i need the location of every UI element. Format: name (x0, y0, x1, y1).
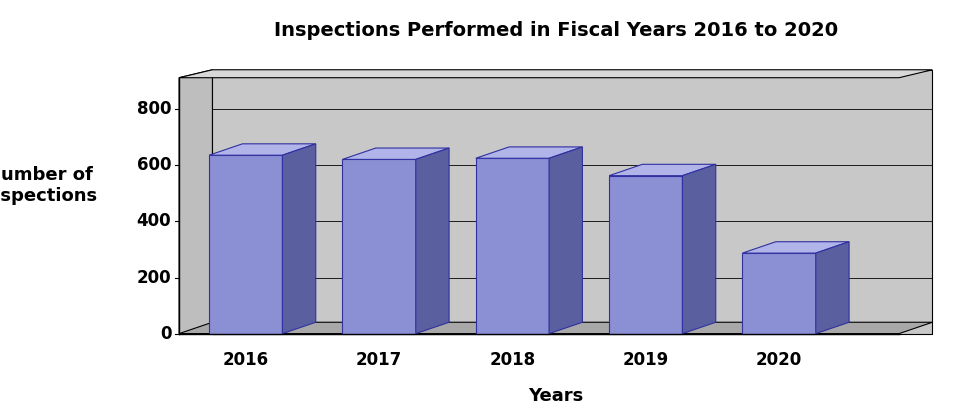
Polygon shape (415, 148, 449, 334)
Polygon shape (742, 253, 816, 334)
Polygon shape (283, 144, 316, 334)
Polygon shape (179, 70, 932, 78)
Text: 2020: 2020 (756, 351, 802, 369)
Text: 2017: 2017 (356, 351, 403, 369)
Polygon shape (342, 148, 449, 159)
Polygon shape (476, 147, 582, 158)
Polygon shape (609, 164, 716, 176)
Polygon shape (342, 159, 415, 334)
Text: 0: 0 (160, 325, 172, 343)
Polygon shape (179, 70, 213, 334)
Polygon shape (179, 322, 932, 334)
Polygon shape (682, 164, 716, 334)
Polygon shape (213, 70, 932, 334)
Polygon shape (549, 147, 582, 334)
Polygon shape (742, 242, 849, 253)
Text: 400: 400 (136, 212, 172, 230)
Text: 2018: 2018 (489, 351, 535, 369)
Text: 200: 200 (136, 268, 172, 287)
Polygon shape (816, 242, 849, 334)
Polygon shape (476, 158, 549, 334)
Polygon shape (209, 155, 283, 334)
Text: Number of
Inspections: Number of Inspections (0, 166, 98, 205)
Text: 2016: 2016 (222, 351, 269, 369)
Text: 600: 600 (136, 156, 172, 174)
Text: Inspections Performed in Fiscal Years 2016 to 2020: Inspections Performed in Fiscal Years 20… (274, 21, 838, 40)
Polygon shape (209, 144, 316, 155)
Text: 800: 800 (136, 100, 172, 118)
Text: Years: Years (528, 387, 583, 405)
Text: 2019: 2019 (623, 351, 669, 369)
Polygon shape (609, 176, 682, 334)
